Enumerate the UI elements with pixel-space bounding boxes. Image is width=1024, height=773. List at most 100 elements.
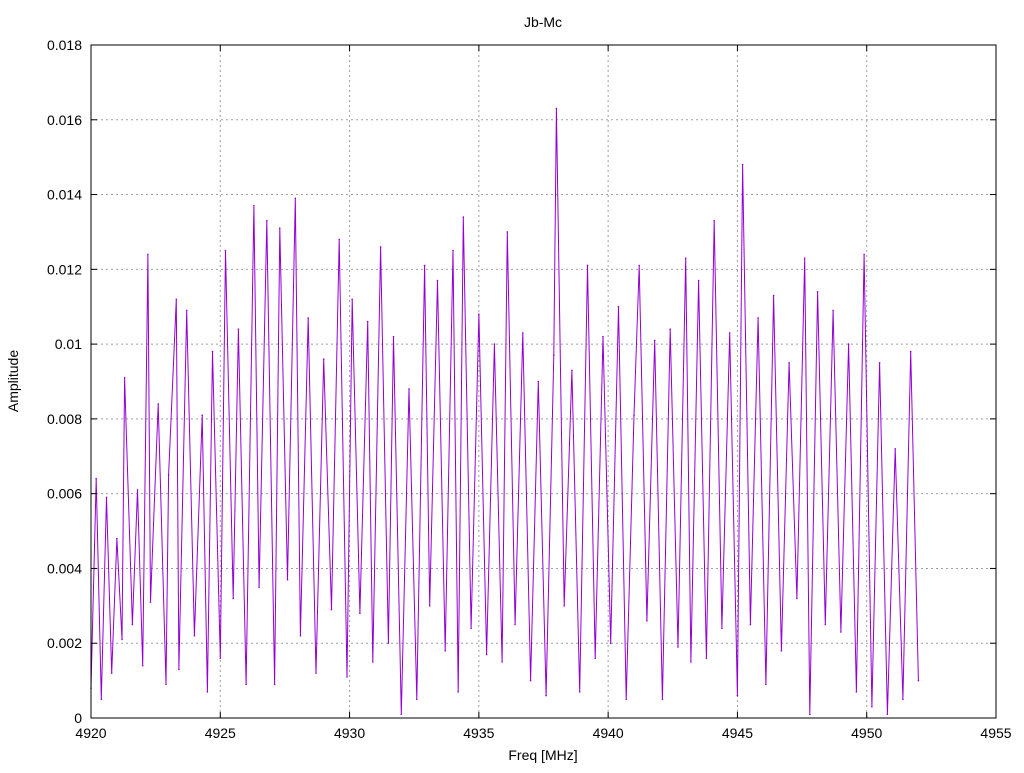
series-point bbox=[338, 238, 341, 241]
y-tick-labels: 0 0.002 0.004 0.006 0.008 0.01 0.012 0.014 0.016… bbox=[47, 37, 82, 726]
series-point bbox=[602, 335, 604, 338]
series-point bbox=[372, 661, 374, 663]
series-point bbox=[840, 631, 842, 633]
series-point bbox=[193, 634, 196, 637]
series-point bbox=[871, 705, 873, 708]
series-point bbox=[728, 332, 731, 334]
series-point bbox=[392, 335, 395, 338]
series-line bbox=[90, 108, 919, 715]
series-point bbox=[366, 320, 369, 323]
y-tick-label: 0.008 bbox=[47, 411, 82, 427]
y-tick-label: 0.006 bbox=[47, 486, 82, 502]
series-point bbox=[788, 362, 790, 364]
series-point bbox=[387, 642, 390, 645]
y-tick-label: 0.014 bbox=[47, 187, 82, 203]
x-tick-label: 4935 bbox=[463, 725, 494, 741]
series-point bbox=[100, 698, 103, 701]
series-point bbox=[545, 694, 547, 697]
grid bbox=[91, 45, 996, 718]
x-tick-label: 4925 bbox=[205, 725, 236, 741]
series-point bbox=[351, 298, 353, 301]
x-tick-label: 4950 bbox=[851, 725, 882, 741]
x-tick-label: 4940 bbox=[593, 725, 624, 741]
series-point bbox=[258, 586, 260, 588]
series-point bbox=[175, 298, 178, 301]
series-point bbox=[457, 691, 459, 693]
series-point bbox=[157, 403, 160, 405]
series-point bbox=[555, 107, 558, 110]
series-point bbox=[878, 362, 881, 364]
series-point bbox=[452, 249, 454, 252]
series-point bbox=[609, 642, 612, 645]
series-point bbox=[796, 597, 798, 600]
series-point bbox=[809, 713, 811, 716]
series-point bbox=[863, 253, 865, 256]
series-point bbox=[713, 219, 715, 222]
series-point bbox=[501, 661, 503, 663]
series-point bbox=[684, 257, 687, 259]
series-point bbox=[571, 369, 573, 372]
series-point bbox=[514, 623, 516, 626]
series-point bbox=[201, 414, 203, 416]
series-point bbox=[299, 634, 302, 637]
series-point bbox=[478, 313, 480, 316]
series-point bbox=[232, 597, 235, 600]
series-point bbox=[553, 354, 555, 357]
series-point bbox=[206, 691, 209, 693]
series-point bbox=[278, 227, 281, 230]
series-point bbox=[638, 264, 640, 267]
y-tick-label: 0.016 bbox=[47, 112, 82, 128]
series-point bbox=[149, 601, 152, 603]
series-point bbox=[816, 290, 819, 293]
series-point bbox=[346, 676, 348, 678]
series-point bbox=[824, 623, 827, 626]
series-point bbox=[322, 358, 325, 360]
series-point bbox=[669, 328, 671, 330]
series-point bbox=[886, 713, 889, 716]
series-point bbox=[141, 664, 144, 667]
x-tick-label: 4945 bbox=[722, 725, 753, 741]
series-point bbox=[123, 376, 126, 379]
series-point bbox=[586, 264, 589, 267]
series-point bbox=[772, 294, 775, 297]
series-point bbox=[506, 231, 509, 233]
y-tick-label: 0.004 bbox=[47, 560, 82, 576]
series-point bbox=[690, 661, 692, 663]
x-tick-label: 4920 bbox=[75, 725, 106, 741]
x-tick-labels: 4920 4925 4930 4935 4940 4945 4950 4955 bbox=[75, 725, 1011, 741]
series-point bbox=[705, 657, 708, 659]
series-point bbox=[165, 683, 167, 686]
series-point bbox=[185, 309, 188, 312]
series-point bbox=[522, 332, 524, 334]
series-point bbox=[147, 253, 149, 256]
x-axis-label: Freq [MHz] bbox=[508, 747, 577, 763]
series-point bbox=[211, 350, 214, 353]
series-point bbox=[537, 380, 540, 383]
series-point bbox=[315, 672, 317, 674]
series-point bbox=[330, 608, 333, 611]
series-point bbox=[757, 317, 759, 319]
series-point bbox=[594, 657, 597, 659]
series-point bbox=[741, 163, 744, 166]
y-tick-label: 0.012 bbox=[47, 261, 82, 277]
series-point bbox=[765, 683, 767, 686]
series-point bbox=[178, 668, 180, 671]
series-point bbox=[121, 638, 123, 641]
series-point bbox=[436, 279, 439, 282]
series-point bbox=[379, 246, 382, 248]
series-point bbox=[493, 343, 496, 345]
series-point bbox=[131, 623, 134, 626]
series-point bbox=[902, 698, 904, 701]
ticks bbox=[90, 44, 997, 719]
series-point bbox=[294, 197, 297, 200]
series-point bbox=[653, 339, 656, 342]
series-point bbox=[803, 257, 806, 259]
series-point bbox=[307, 317, 310, 319]
series-point bbox=[832, 309, 834, 312]
series-point bbox=[470, 627, 472, 630]
series-point bbox=[286, 578, 289, 581]
series-point bbox=[677, 646, 679, 648]
series-point bbox=[428, 605, 431, 607]
series-layer bbox=[90, 107, 920, 716]
